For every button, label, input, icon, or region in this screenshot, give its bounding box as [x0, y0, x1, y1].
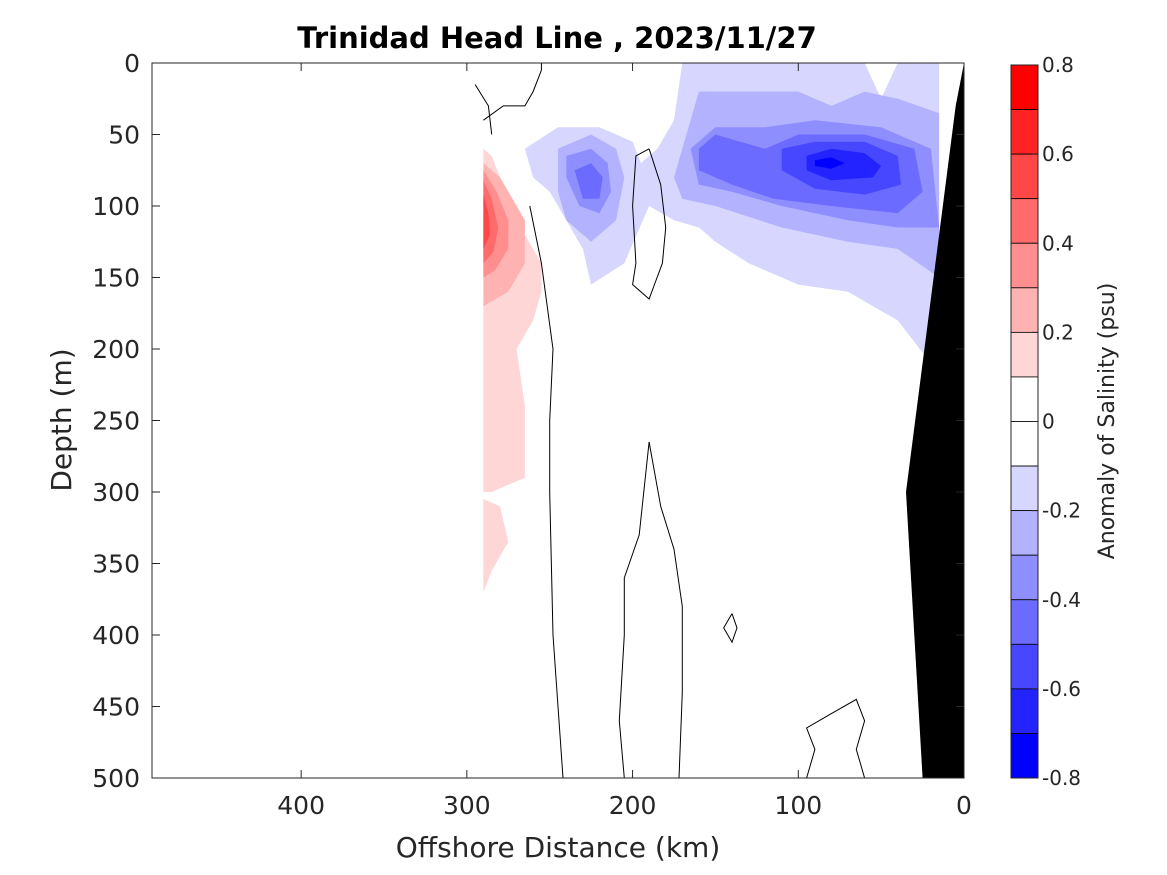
colorbar-ticks: 0.8 0.6 0.4 0.2 0 -0.2 -0.4 -0.6 -0.8 [1032, 53, 1081, 790]
colorbar-tick-label: 0.4 [1042, 231, 1074, 255]
colorbar-tick-label: -0.4 [1042, 588, 1081, 612]
contour-region-negative-anomaly-04 [574, 163, 603, 199]
colorbar-level [1010, 554, 1039, 601]
contour-region-positive-anomaly-05 [483, 194, 491, 249]
colorbar-level [1010, 198, 1039, 244]
zero-contour-line [618, 441, 650, 779]
y-axis-ticks: 0 50 100 150 200 250 300 350 400 450 500 [92, 49, 964, 793]
x-tick-label: 0 [956, 791, 972, 820]
seafloor-bathymetry [906, 63, 964, 778]
x-tick-label: 100 [774, 791, 822, 820]
y-tick-label: 250 [92, 407, 140, 436]
colorbar-tick-label: -0.2 [1042, 499, 1081, 523]
y-tick-label: 100 [92, 192, 140, 221]
x-tick-label: 300 [443, 791, 491, 820]
colorbar-tick-label: 0.2 [1042, 320, 1074, 344]
x-tick-label: 200 [609, 791, 657, 820]
colorbar-tick-label: 0.8 [1042, 53, 1074, 77]
y-tick-label: 350 [92, 550, 140, 579]
zero-contour-line [529, 205, 564, 779]
zero-contour-lines [474, 63, 866, 779]
contour-fill-layer [483, 63, 948, 593]
zero-contour-line [723, 613, 738, 644]
colorbar-tick-label: -0.8 [1042, 766, 1081, 790]
seafloor-polygon [906, 63, 964, 778]
colorbar-level [1010, 287, 1039, 333]
colorbar-level [1010, 242, 1039, 289]
contour-region-positive-anomaly-04 [483, 180, 499, 264]
y-tick-label: 450 [92, 693, 140, 722]
chart-title: Trinidad Head Line , 2023/11/27 [297, 21, 817, 55]
zero-contour-line [648, 441, 683, 779]
y-tick-label: 200 [92, 335, 140, 364]
y-tick-label: 500 [92, 764, 140, 793]
colorbar-level [1010, 109, 1039, 155]
x-tick-label: 400 [277, 791, 325, 820]
colorbar-tick-label: -0.6 [1042, 677, 1081, 701]
colorbar-level [1010, 599, 1039, 645]
contour-region-negative-anomaly-06 [806, 148, 882, 181]
x-axis-ticks: 400 300 200 100 0 [277, 63, 972, 820]
y-tick-label: 400 [92, 621, 140, 650]
zero-contour-line [805, 698, 866, 779]
y-tick-label: 0 [124, 49, 140, 78]
colorbar-level [1010, 331, 1039, 378]
contour-region-positive-anomaly-lower [483, 499, 509, 593]
y-tick-label: 150 [92, 264, 140, 293]
colorbar [1010, 64, 1039, 779]
colorbar-level [1010, 643, 1039, 690]
x-axis-label: Offshore Distance (km) [396, 831, 721, 864]
colorbar-level [1010, 688, 1039, 734]
colorbar-label: Anomaly of Salinity (psu) [1095, 283, 1120, 560]
colorbar-tick-label: 0 [1042, 410, 1055, 434]
y-tick-label: 50 [108, 121, 140, 150]
colorbar-level [1010, 465, 1039, 512]
colorbar-level [1010, 376, 1039, 422]
colorbar-level [1010, 421, 1039, 467]
colorbar-tick-label: 0.6 [1042, 142, 1074, 166]
y-tick-label: 300 [92, 478, 140, 507]
contour-region-negative-anomaly-07 [814, 157, 845, 169]
y-axis-label: Depth (m) [45, 348, 78, 491]
colorbar-level [1010, 510, 1039, 556]
colorbar-level [1010, 733, 1039, 779]
zero-contour-line [474, 84, 493, 135]
colorbar-level [1010, 153, 1039, 200]
zero-contour-line [483, 63, 542, 121]
zero-contour-line [632, 148, 667, 300]
colorbar-level [1010, 64, 1039, 110]
